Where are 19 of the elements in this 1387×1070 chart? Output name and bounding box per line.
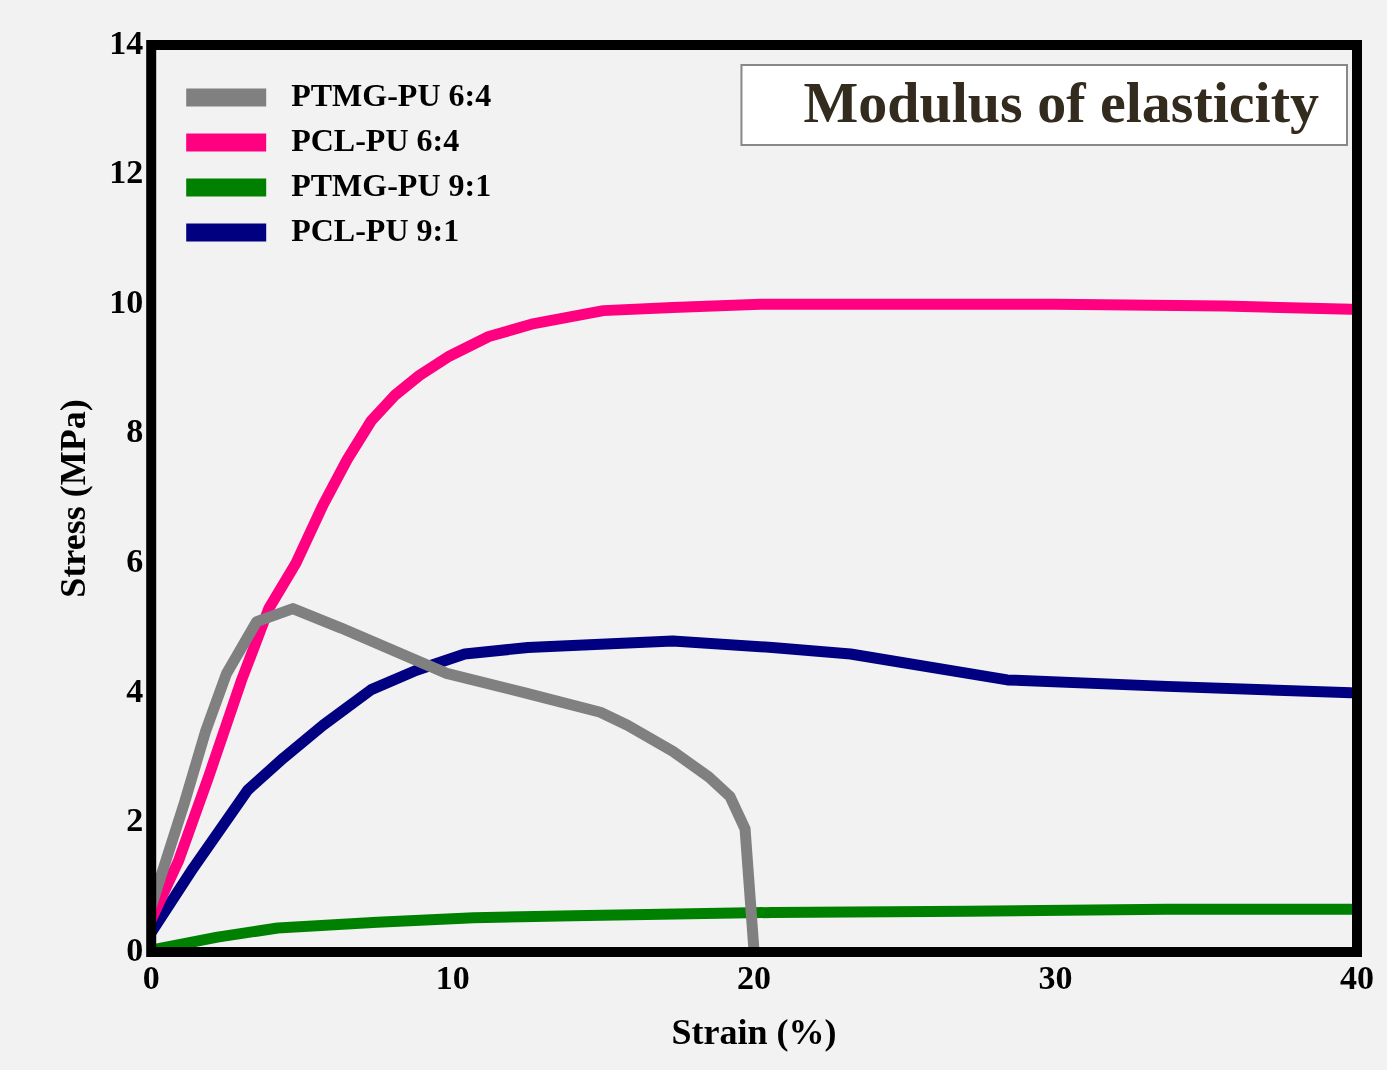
y-axis-title: Stress (MPa) xyxy=(52,399,93,598)
legend-label: PTMG-PU 6:4 xyxy=(291,76,492,113)
y-tick-label: 2 xyxy=(126,801,144,839)
y-tick-label: 0 xyxy=(126,930,144,968)
x-tick-label: 40 xyxy=(1340,959,1374,997)
chart-title: Modulus of elasticity xyxy=(803,69,1319,135)
x-axis-title: Strain (%) xyxy=(671,1011,837,1052)
y-tick-label: 10 xyxy=(109,282,144,320)
legend-label: PCL-PU 9:1 xyxy=(291,211,460,248)
legend-label: PCL-PU 6:4 xyxy=(291,121,460,158)
y-tick-label: 4 xyxy=(126,671,144,709)
y-tick-label: 6 xyxy=(126,542,144,580)
legend-label: PTMG-PU 9:1 xyxy=(291,166,492,203)
y-tick-label: 12 xyxy=(109,153,144,191)
y-tick-label: 14 xyxy=(109,23,144,61)
y-tick-label: 8 xyxy=(126,412,144,450)
x-tick-label: 10 xyxy=(435,959,470,997)
x-tick-label: 30 xyxy=(1038,959,1073,997)
x-tick-label: 20 xyxy=(737,959,772,997)
